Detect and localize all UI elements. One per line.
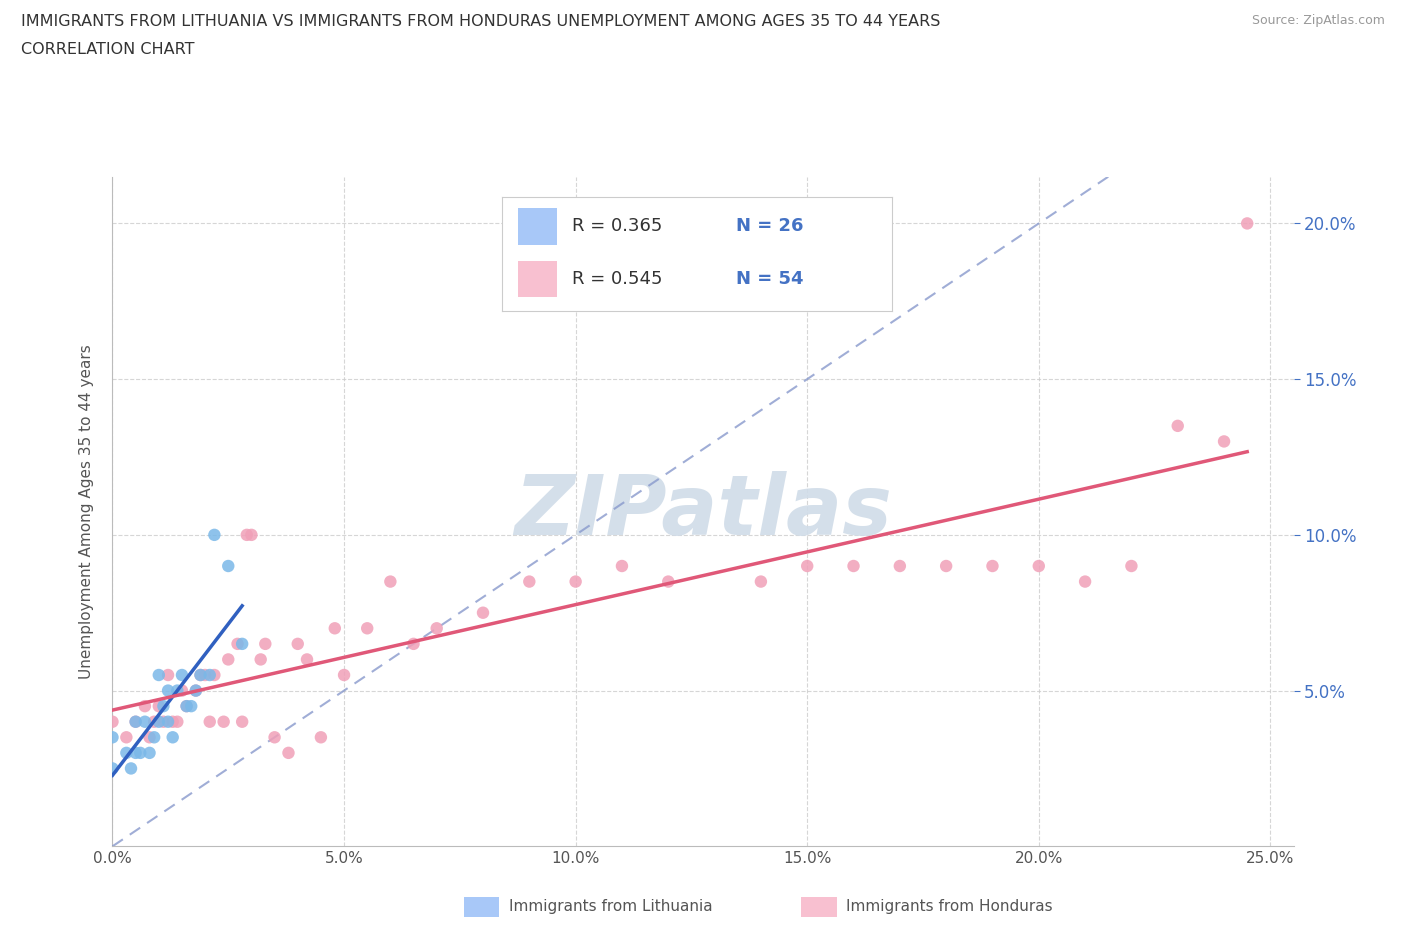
Point [194, 668, 217, 683]
Text: Immigrants from Lithuania: Immigrants from Lithuania [509, 899, 713, 914]
Point [134, 714, 156, 729]
Point [295, 652, 318, 667]
Point [1213, 434, 1236, 449]
Point [277, 746, 299, 761]
Point [1074, 574, 1097, 589]
Point [981, 559, 1004, 574]
Point [134, 698, 156, 713]
Point [657, 574, 679, 589]
Point [198, 714, 221, 729]
Point [356, 621, 378, 636]
Point [217, 559, 239, 574]
Point [217, 652, 239, 667]
Point [157, 714, 180, 729]
Point [101, 761, 124, 776]
Point [176, 698, 198, 713]
Point [124, 746, 146, 761]
Point [796, 559, 818, 574]
Point [240, 527, 263, 542]
Point [143, 730, 166, 745]
Point [190, 668, 212, 683]
Point [162, 730, 184, 745]
Point [1121, 559, 1143, 574]
Point [120, 761, 142, 776]
Point [176, 698, 198, 713]
Text: ZIPatlas: ZIPatlas [515, 471, 891, 552]
Text: CORRELATION CHART: CORRELATION CHART [21, 42, 194, 57]
Point [115, 746, 138, 761]
Point [170, 684, 193, 698]
Point [564, 574, 586, 589]
Point [231, 636, 253, 651]
Point [184, 684, 207, 698]
Point [249, 652, 271, 667]
Point [402, 636, 425, 651]
Point [263, 730, 285, 745]
Point [115, 730, 138, 745]
Point [143, 714, 166, 729]
Point [184, 684, 207, 698]
Point [1167, 418, 1189, 433]
Point [170, 668, 193, 683]
Point [323, 621, 346, 636]
Point [1028, 559, 1050, 574]
Point [226, 636, 249, 651]
Text: Source: ZipAtlas.com: Source: ZipAtlas.com [1251, 14, 1385, 27]
Point [202, 668, 225, 683]
Point [157, 684, 180, 698]
Point [380, 574, 402, 589]
Point [254, 636, 277, 651]
Y-axis label: Unemployment Among Ages 35 to 44 years: Unemployment Among Ages 35 to 44 years [79, 344, 94, 679]
Point [202, 527, 225, 542]
Point [152, 698, 174, 713]
Point [124, 714, 146, 729]
Point [166, 684, 188, 698]
Point [101, 730, 124, 745]
Point [101, 714, 124, 729]
Point [309, 730, 332, 745]
Point [231, 714, 253, 729]
Point [198, 668, 221, 683]
Point [166, 714, 188, 729]
Point [842, 559, 865, 574]
Point [157, 668, 180, 683]
Point [190, 668, 212, 683]
Point [124, 714, 146, 729]
Point [333, 668, 356, 683]
Point [212, 714, 235, 729]
Point [148, 714, 170, 729]
Point [236, 527, 259, 542]
Point [138, 730, 160, 745]
Point [517, 574, 540, 589]
Point [152, 714, 174, 729]
Point [148, 668, 170, 683]
Point [180, 698, 202, 713]
Point [287, 636, 309, 651]
Text: IMMIGRANTS FROM LITHUANIA VS IMMIGRANTS FROM HONDURAS UNEMPLOYMENT AMONG AGES 35: IMMIGRANTS FROM LITHUANIA VS IMMIGRANTS … [21, 14, 941, 29]
Point [148, 698, 170, 713]
Point [138, 746, 160, 761]
Point [162, 714, 184, 729]
Point [426, 621, 449, 636]
Text: Immigrants from Honduras: Immigrants from Honduras [846, 899, 1053, 914]
Point [935, 559, 957, 574]
Point [1236, 216, 1258, 231]
Point [129, 746, 152, 761]
Point [749, 574, 772, 589]
Point [472, 605, 495, 620]
Point [889, 559, 911, 574]
Point [610, 559, 633, 574]
